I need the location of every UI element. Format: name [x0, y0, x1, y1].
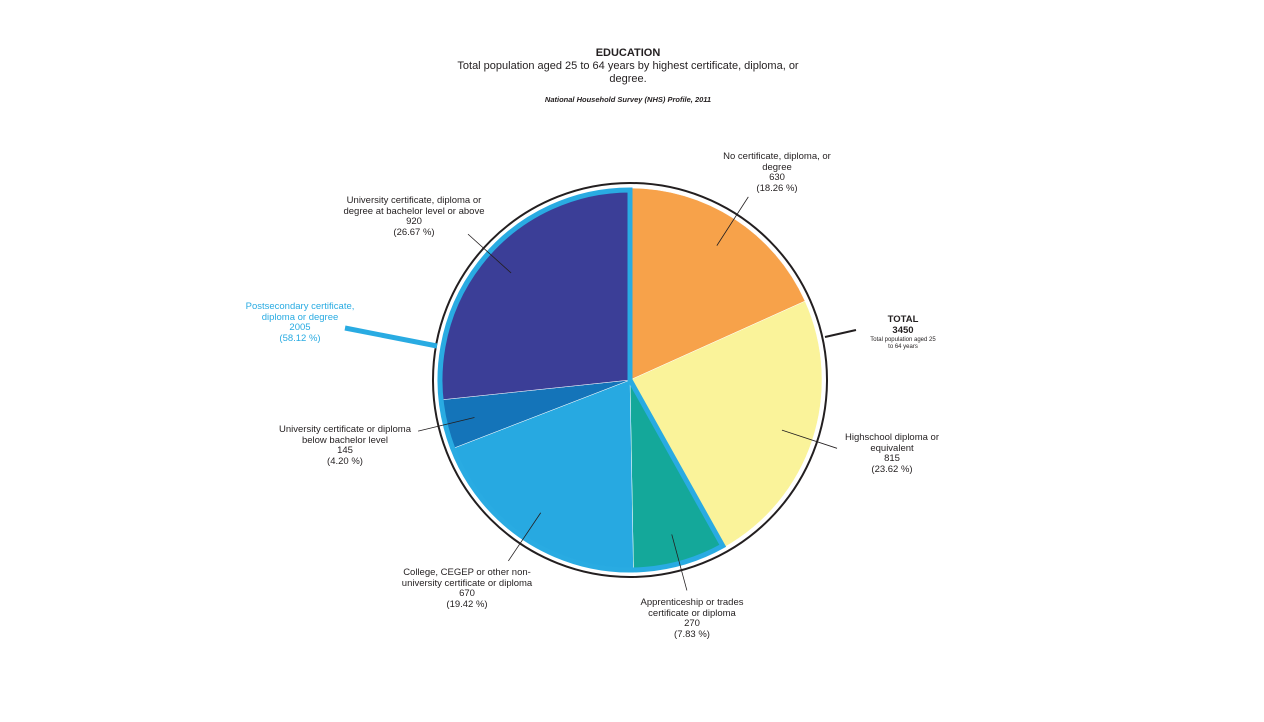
total-label: TOTAL 3450 Total population aged 25 to 64 … [863, 314, 943, 351]
slice-value: 270 [684, 618, 700, 629]
slice-label: Apprenticeship or trades certificate or … [627, 597, 757, 640]
leader-line [671, 534, 688, 591]
slice-name: No certificate, diploma, or degree [723, 151, 831, 173]
title: EDUCATION [595, 47, 661, 59]
slice-percent: (4.20 %) [327, 455, 363, 467]
slice-value: 920 [406, 216, 422, 227]
pie-outline [432, 182, 828, 578]
slice-name: Apprenticeship or trades certificate or … [640, 597, 744, 619]
slice-percent: (26.67 %) [393, 226, 435, 238]
group-label: Postsecondary certificate, diploma or de… [240, 301, 360, 344]
slice-value: 670 [459, 588, 475, 599]
total-note: Total population aged 25 to 64 years [870, 337, 936, 350]
slice-label: University certificate or diploma below … [275, 424, 415, 467]
group-outline [437, 187, 727, 573]
slice-label: No certificate, diploma, or degree 630 (18… [717, 151, 837, 194]
leader-line [781, 429, 838, 449]
leader-line [467, 233, 512, 274]
group-value: 2005 [289, 322, 311, 333]
leader-line [508, 512, 542, 562]
slice-value: 145 [337, 445, 353, 456]
slice-percent: (7.83 %) [674, 628, 710, 640]
slice-percent: (18.26 %) [756, 182, 798, 194]
slice-percent: (23.62 %) [871, 463, 913, 475]
slice-name: University certificate, diploma or degre… [343, 195, 485, 217]
total-value: 3450 [892, 324, 914, 336]
slice-value: 815 [884, 453, 900, 464]
leader-line [417, 417, 475, 432]
group-percent: (58.12 %) [279, 332, 321, 344]
subtitle: Total population aged 25 to 64 years by … [457, 60, 799, 85]
total-title: TOTAL [887, 314, 919, 325]
slice-label: Highschool diploma or equivalent 815 (23.6… [837, 432, 947, 475]
leader-line [716, 196, 749, 246]
group-name: Postsecondary certificate, diploma or de… [245, 301, 355, 323]
slice-label: University certificate, diploma or degre… [334, 195, 494, 238]
slice-label: College, CEGEP or other non-university c… [397, 567, 537, 610]
slice-value: 630 [769, 172, 785, 183]
group-leader [344, 325, 438, 349]
source: National Household Survey (NHS) Profile,… [544, 95, 712, 104]
slice-percent: (19.42 %) [446, 598, 488, 610]
slice-name: College, CEGEP or other non-university c… [401, 567, 533, 589]
total-leader [824, 329, 857, 338]
slice-name: University certificate or diploma below … [279, 424, 411, 446]
slice-name: Highschool diploma or equivalent [845, 432, 939, 454]
